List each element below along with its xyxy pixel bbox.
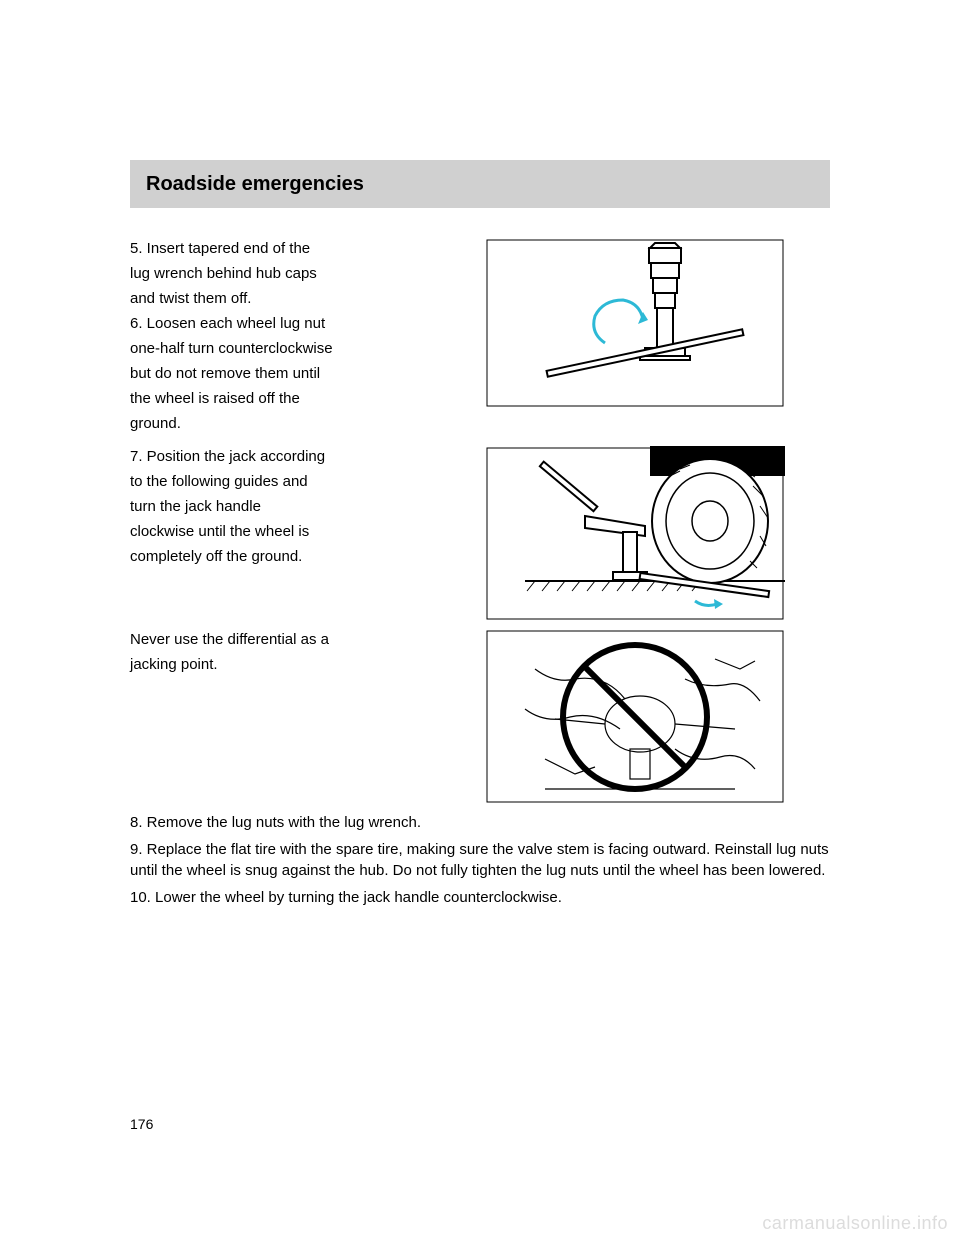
- section-header: Roadside emergencies: [130, 160, 830, 208]
- warn-l2: jacking point.: [130, 654, 430, 675]
- step6-l2: one-half turn counterclockwise: [130, 338, 430, 359]
- manual-page: Roadside emergencies 5. Insert tapered e…: [0, 0, 960, 1242]
- step-5-6-row: 5. Insert tapered end of the lug wrench …: [130, 238, 830, 438]
- warning-text: Never use the differential as a jacking …: [130, 629, 440, 804]
- step-7-text: 7. Position the jack according to the fo…: [130, 446, 440, 621]
- no-differential-diagram: [440, 629, 830, 804]
- figure-no-differential: [440, 629, 830, 804]
- step7-l3: turn the jack handle: [130, 496, 430, 517]
- steps-8-10: 8. Remove the lug nuts with the lug wren…: [130, 812, 830, 908]
- warn-l1: Never use the differential as a: [130, 629, 430, 650]
- step6-l1: 6. Loosen each wheel lug nut: [130, 313, 430, 334]
- step6-l3: but do not remove them until: [130, 363, 430, 384]
- step-5-6-text: 5. Insert tapered end of the lug wrench …: [130, 238, 440, 438]
- section-title: Roadside emergencies: [146, 173, 364, 196]
- step6-l5: ground.: [130, 413, 430, 434]
- jack-wheel-diagram: [440, 446, 830, 621]
- figure-jack-wheel: [440, 446, 830, 621]
- step6-l4: the wheel is raised off the: [130, 388, 430, 409]
- watermark: carmanualsonline.info: [762, 1213, 948, 1234]
- step5-l1: 5. Insert tapered end of the: [130, 238, 430, 259]
- step7-l2: to the following guides and: [130, 471, 430, 492]
- step5-l2: lug wrench behind hub caps: [130, 263, 430, 284]
- step7-l1: 7. Position the jack according: [130, 446, 430, 467]
- step7-l4: clockwise until the wheel is: [130, 521, 430, 542]
- step8: 8. Remove the lug nuts with the lug wren…: [130, 812, 830, 833]
- step5-l3: and twist them off.: [130, 288, 430, 309]
- figure-jack-handle: [440, 238, 830, 408]
- step9: 9. Replace the flat tire with the spare …: [130, 839, 830, 881]
- jack-handle-diagram: [440, 238, 830, 408]
- page-number: 176: [130, 1116, 153, 1132]
- step-7-row: 7. Position the jack according to the fo…: [130, 446, 830, 621]
- step7-l5: completely off the ground.: [130, 546, 430, 567]
- step10: 10. Lower the wheel by turning the jack …: [130, 887, 830, 908]
- warning-row: Never use the differential as a jacking …: [130, 629, 830, 804]
